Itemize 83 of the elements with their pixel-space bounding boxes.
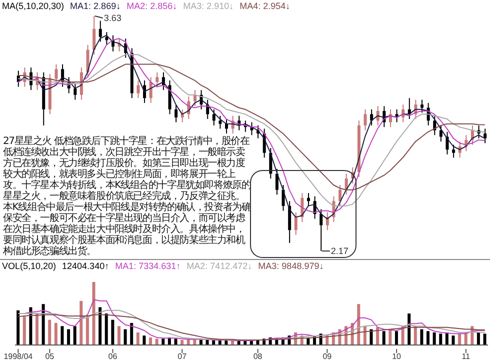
candlestick [484,128,487,144]
bar [35,314,38,345]
candlestick [370,108,374,126]
legend-title: VOL(5,10,20) [2,261,56,271]
legend-title: MA(5,10,20,30) [2,1,64,11]
candlestick [294,212,298,236]
bar [124,329,127,345]
text: MA3: 9848.979↓ [258,261,324,271]
bar [432,332,436,345]
bar [382,331,386,345]
x-tick-label: 09 [322,352,332,361]
bar [199,340,202,345]
bar [439,334,442,345]
text: MA3: 2.910↓ [183,1,234,11]
bar [426,331,430,345]
bar [136,332,140,345]
bar [29,307,32,345]
bar [357,304,360,345]
candlestick [212,108,216,126]
bar [174,338,178,345]
text: MA4: 2.954↓ [240,1,290,11]
candlestick [156,72,159,88]
annotation: 3.63 [104,13,122,23]
bar [92,282,96,345]
bar [104,314,108,345]
bar [60,326,64,345]
candlestick [338,184,342,206]
candlestick [174,104,178,123]
series-label: 12404.340↑ [62,261,110,271]
bar [180,340,184,345]
bar [16,310,20,345]
candlestick [136,80,140,99]
candlestick [364,108,367,131]
bar [206,340,209,345]
text: MA1: 2.869↓ [70,1,121,11]
x-tick-label: 07 [178,352,188,361]
bar [98,307,102,345]
bar [67,329,70,345]
bar [80,300,83,345]
candlestick [218,115,222,130]
text: MA1: 7334.631↑ [115,261,181,271]
bar [149,337,152,345]
bar [111,320,114,345]
candlestick [180,108,184,123]
bar [48,320,52,345]
candlestick [275,168,278,196]
x-tick-label: 11 [462,352,471,361]
bar [458,334,462,345]
bar [130,322,134,345]
bar [42,304,45,345]
x-tick-label: 05 [45,352,55,361]
text: MA2: 7412.472↓ [186,261,252,271]
annotation: 2.17 [330,246,348,256]
bar [155,338,158,345]
bar [420,329,424,345]
bar [483,334,486,345]
candlestick [74,83,77,100]
candlestick [420,99,424,114]
candlestick [193,90,196,107]
x-tick-label: 06 [108,352,118,361]
candlestick [98,20,102,42]
text: MA2: 2.856↓ [126,1,178,11]
bar [394,331,398,345]
bar [86,316,89,345]
bar [117,326,120,345]
bar [476,332,480,345]
bar [22,316,26,345]
candlestick [320,208,323,251]
candlestick [452,144,456,158]
bar [54,322,58,345]
bar [73,326,76,345]
bar [142,336,146,345]
bar [162,338,165,345]
candlestick [307,192,310,206]
x-tick-label: 10 [392,352,402,361]
bar [218,340,222,345]
candlestick [92,16,96,56]
candlestick [105,32,108,46]
x-tick-label: 08 [253,352,263,361]
bar [414,326,417,345]
x-tick-label: 1998/04 [4,352,34,361]
candlestick [54,64,58,84]
bar [452,336,455,345]
